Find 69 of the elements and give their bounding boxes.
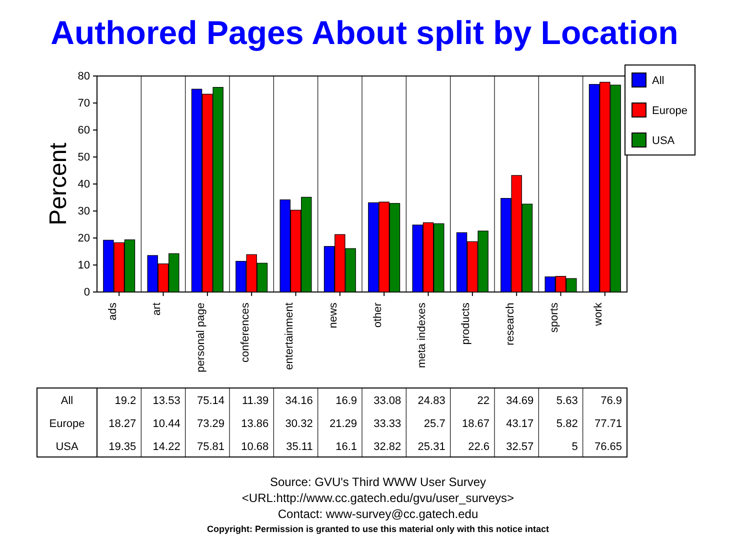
- data-label: 19.35: [108, 441, 136, 453]
- data-label: 10.68: [241, 441, 269, 453]
- data-label: 11.39: [242, 395, 269, 407]
- data-label: 35.11: [286, 441, 313, 453]
- y-tick-label: 10: [78, 260, 90, 272]
- y-tick-label: 30: [78, 206, 90, 218]
- data-label: 19.2: [114, 395, 136, 407]
- data-label: 30.32: [285, 418, 313, 430]
- y-axis-title: Percent: [45, 142, 72, 226]
- data-label: 33.08: [374, 395, 402, 407]
- legend-label: Europe: [652, 105, 688, 117]
- data-label: 10.44: [152, 418, 180, 430]
- x-tick-label: personal page: [195, 302, 208, 372]
- chart-title: Authored Pages About split by Location: [50, 14, 678, 51]
- data-label: 14.22: [152, 441, 180, 453]
- source-note: Source: GVU's Third WWW User Survey: [270, 475, 486, 489]
- x-tick-label: art: [150, 302, 163, 316]
- data-label: 76.65: [594, 441, 622, 453]
- x-tick-label: news: [328, 302, 340, 328]
- y-tick-label: 80: [78, 70, 90, 83]
- data-label: 5.82: [556, 418, 578, 430]
- data-label: 5.63: [556, 395, 578, 407]
- data-label: 32.82: [374, 441, 402, 453]
- text: All: [60, 395, 74, 407]
- y-tick-label: 40: [78, 178, 90, 191]
- data-label: 18.27: [108, 418, 136, 430]
- x-tick-label: meta indexes: [416, 302, 428, 368]
- data-label: 77.71: [594, 418, 622, 430]
- data-label: 33.33: [374, 418, 402, 430]
- text: Contact: www-survey@cc.gatech.edu: [278, 507, 478, 521]
- data-label: 34.69: [506, 395, 534, 407]
- x-tick-label: entertainment: [283, 302, 296, 370]
- data-label: 13.86: [241, 418, 269, 430]
- data-label: 24.83: [418, 395, 446, 407]
- data-label: 22: [477, 395, 490, 407]
- data-label: 25.7: [424, 418, 446, 430]
- data-label: 18.67: [462, 418, 490, 430]
- data-label: 76.9: [600, 395, 622, 407]
- y-tick-label: 50: [78, 152, 90, 164]
- x-tick-label: conferences: [239, 302, 252, 363]
- data-label: 16.1: [336, 441, 357, 453]
- y-tick-label: 0: [84, 286, 90, 299]
- text: Copyright: Permission is granted to use this material only with this notice intact: [206, 524, 550, 534]
- data-label: 34.16: [285, 395, 313, 407]
- legend-label: USA: [652, 135, 676, 147]
- text: Europe: [49, 418, 85, 430]
- data-label: 25.31: [418, 441, 446, 453]
- y-tick-label: 20: [78, 232, 90, 245]
- x-tick-label: work: [592, 302, 605, 327]
- x-tick-label: other: [372, 302, 384, 328]
- legend-label: All: [652, 75, 664, 87]
- text: USA: [56, 441, 78, 453]
- data-label: 13.53: [152, 395, 180, 407]
- text: <URL:http://www.cc.gatech.edu/gvu/user_surveys>: [242, 491, 514, 505]
- data-label: 22.6: [468, 441, 490, 453]
- data-label: 73.29: [196, 418, 224, 430]
- data-label: 32.57: [506, 441, 534, 453]
- data-label: 75.81: [196, 441, 224, 453]
- x-tick-label: products: [460, 302, 472, 345]
- y-tick-label: 60: [78, 124, 90, 137]
- y-tick-label: 70: [78, 98, 90, 110]
- data-label: 75.14: [196, 395, 224, 407]
- data-label: 21.29: [329, 418, 357, 430]
- data-label: 5: [572, 441, 578, 453]
- data-label: 43.17: [506, 418, 534, 430]
- x-tick-label: ads: [106, 302, 119, 320]
- x-tick-label: sports: [548, 302, 560, 333]
- x-tick-label: research: [504, 302, 516, 346]
- data-label: 16.9: [336, 395, 357, 407]
